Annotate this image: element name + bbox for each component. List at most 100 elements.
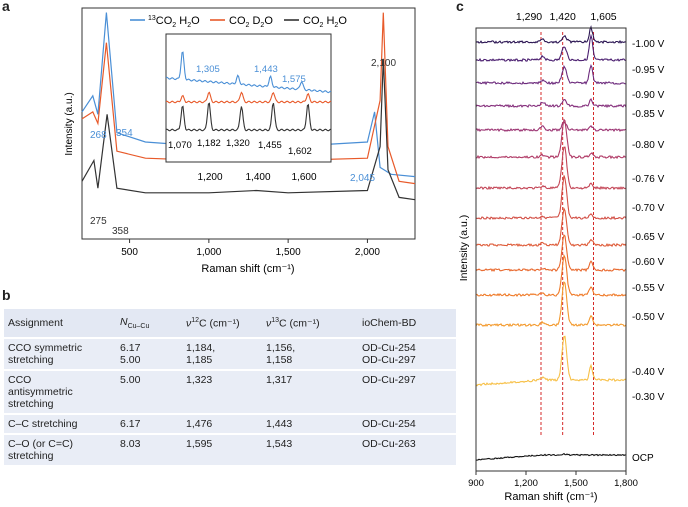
cell-assignment: CCO antisymmetric stretching <box>4 370 116 415</box>
cell-assignment: C–O (or C=C) stretching <box>4 434 116 467</box>
c-series-label-12: -0.30 V <box>632 392 665 403</box>
c-series-10 <box>475 253 627 297</box>
inset-black-1320: 1,320 <box>226 138 250 149</box>
cell-line: 1,543 <box>266 438 293 450</box>
th-ncucu: NCu–Cu <box>116 309 182 339</box>
c-series-label-8: -0.60 V <box>632 257 665 268</box>
x-tick-label-1000: 1,000 <box>196 247 221 258</box>
panel-label-b: b <box>2 287 11 303</box>
th-assignment: Assignment <box>4 309 116 339</box>
c-tick-label-1200: 1,200 <box>514 478 538 489</box>
ref-label-1420: 1,420 <box>550 11 576 23</box>
cell-line: stretching <box>8 398 54 410</box>
cell-c13: 1,443 <box>262 414 358 435</box>
c-series-2 <box>476 63 627 86</box>
cell-line: 6.17 <box>120 418 141 430</box>
th-13c: ν13C (cm⁻¹) <box>262 309 358 339</box>
inset-frame <box>165 33 332 163</box>
cell-db: OD-Cu-254 <box>358 414 456 435</box>
cell-line: 5.00 <box>120 374 141 386</box>
x-tick-label-1500: 1,500 <box>276 247 301 258</box>
inset-series-13co2 <box>165 51 332 94</box>
panel-c-frame <box>475 27 627 472</box>
annot-2100: 2,100 <box>371 58 396 69</box>
c-series-label-10: -0.50 V <box>632 312 665 323</box>
table-row: CCO symmetric stretching 6.17 5.00 1,184, 1,1… <box>4 338 456 371</box>
panel-a-legend: 13CO2 H2O CO2 D2O CO2 H2O <box>130 15 347 29</box>
cell-line: 1,323 <box>186 374 213 386</box>
th-iochem: ioChem-BD <box>358 309 456 339</box>
c-series-1 <box>475 33 626 63</box>
c-series-0 <box>475 25 627 45</box>
c-series-label-0: -1.00 V <box>632 39 665 50</box>
c-series-label-13: OCP <box>632 453 654 464</box>
c-series-7 <box>475 175 627 221</box>
table-row: C–C stretching 6.17 1,476 1,443 OD-Cu-254 <box>4 414 456 435</box>
cell-line: 1,443 <box>266 418 293 430</box>
panel-a-frame <box>81 7 416 240</box>
panel-a-x-label: Raman shift (cm⁻¹) <box>201 263 294 275</box>
c-series-5 <box>476 118 627 160</box>
table-row: C–O (or C=C) stretching 8.03 1,595 1,543 OD-C… <box>4 434 456 467</box>
cell-db: OD-Cu-254 OD-Cu-297 <box>358 338 456 371</box>
cell-line: 1,476 <box>186 418 213 430</box>
annot-268: 268 <box>90 130 107 141</box>
c-series-3 <box>475 97 627 109</box>
cell-line: 1,317 <box>266 374 293 386</box>
table-row: CCO antisymmetric stretching 5.00 1,323 1,317… <box>4 370 456 415</box>
cell-line: stretching <box>8 354 54 366</box>
x-tick-label-500: 500 <box>121 247 138 258</box>
panel-c-chart: 1,290 1,420 1,605 900 1,200 1,500 1,800 Inten… <box>458 11 665 503</box>
c-series-label-3: -0.85 V <box>632 109 665 120</box>
assignment-table: Assignment NCu–Cu ν12C (cm⁻¹) ν13C (cm⁻¹… <box>4 309 456 467</box>
c-series-label-1: -0.95 V <box>632 65 665 76</box>
inset-tick-1400: 1,400 <box>245 172 270 183</box>
cell-line: CCO symmetric <box>8 342 83 354</box>
panel-label-a: a <box>2 0 10 14</box>
c-tick-label-900: 900 <box>468 478 484 489</box>
c-series-label-11: -0.40 V <box>632 367 665 378</box>
panel-c-y-label: Intensity (a.u.) <box>458 215 470 282</box>
cell-line: stretching <box>8 450 54 462</box>
series-line-2 <box>81 58 416 201</box>
inset-blue-1305: 1,305 <box>196 64 220 75</box>
cell-c12: 1,476 <box>182 414 262 435</box>
c-series-label-6: -0.70 V <box>632 203 665 214</box>
cell-n: 5.00 <box>116 370 182 415</box>
inset-black-1070: 1,070 <box>168 140 192 151</box>
cell-c13: 1,156, 1,158 <box>262 338 358 371</box>
cell-line: C–O (or C=C) <box>8 438 74 450</box>
cell-n: 6.17 <box>116 414 182 435</box>
c-series-12 <box>475 335 627 387</box>
cell-c13: 1,317 <box>262 370 358 415</box>
panel-label-c: c <box>456 0 464 14</box>
cell-line: 5.00 <box>120 354 141 366</box>
cell-n: 6.17 5.00 <box>116 338 182 371</box>
c-series-label-4: -0.80 V <box>632 140 665 151</box>
ref-label-1290: 1,290 <box>516 11 542 23</box>
panel-c-x-label: Raman shift (cm⁻¹) <box>504 491 597 503</box>
cell-line: 1,185 <box>186 354 213 366</box>
cell-db: OD-Cu-297 <box>358 370 456 415</box>
c-series-11 <box>475 280 627 328</box>
inset-series-co2-d2o <box>165 91 332 104</box>
cell-line: OD-Cu-254 <box>362 418 416 430</box>
cell-c12: 1,184, 1,185 <box>182 338 262 371</box>
cell-n: 8.03 <box>116 434 182 467</box>
inset-blue-1575: 1,575 <box>282 74 306 85</box>
legend-label-co2-d2o: CO2 D2O <box>229 15 273 29</box>
annot-354: 354 <box>116 128 133 139</box>
cell-line: OD-Cu-263 <box>362 438 416 450</box>
inset-series-co2-h2o <box>165 102 332 132</box>
cell-line: C–C stretching <box>8 418 78 430</box>
c-series-6 <box>475 146 627 191</box>
th-12c: ν12C (cm⁻¹) <box>182 309 262 339</box>
cell-c12: 1,595 <box>182 434 262 467</box>
cell-line: OD-Cu-297 <box>362 374 416 386</box>
c-series-label-9: -0.55 V <box>632 283 665 294</box>
c-tick-label-1500: 1,500 <box>564 478 588 489</box>
annot-2045: 2,045 <box>350 173 375 184</box>
c-series-9 <box>475 234 627 273</box>
inset-black-1182: 1,182 <box>197 138 221 149</box>
cell-line: 8.03 <box>120 438 141 450</box>
